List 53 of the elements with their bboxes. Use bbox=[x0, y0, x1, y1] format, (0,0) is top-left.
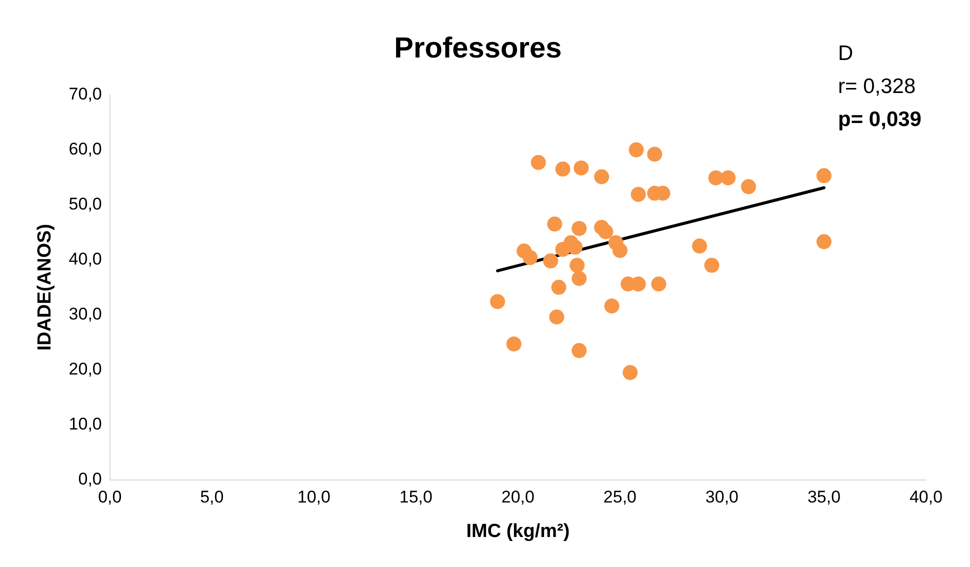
point bbox=[506, 336, 522, 352]
point bbox=[490, 294, 506, 310]
x-tick-label: 30,0 bbox=[705, 488, 739, 507]
point bbox=[816, 168, 832, 184]
y-tick-label: 50,0 bbox=[68, 194, 102, 214]
chart-title: Professores bbox=[394, 32, 562, 64]
x-tick-label: 35,0 bbox=[807, 488, 841, 507]
point bbox=[543, 253, 558, 268]
point bbox=[594, 169, 610, 184]
point bbox=[720, 170, 736, 186]
point bbox=[630, 186, 646, 202]
x-tick-label: 0,0 bbox=[98, 488, 122, 507]
point bbox=[816, 234, 832, 250]
point bbox=[647, 146, 662, 162]
point bbox=[740, 179, 756, 194]
point bbox=[568, 240, 583, 255]
point bbox=[522, 250, 538, 266]
point bbox=[572, 271, 587, 286]
point bbox=[612, 242, 628, 258]
x-tick-label: 15,0 bbox=[399, 488, 432, 507]
point bbox=[570, 258, 585, 273]
text: D bbox=[838, 42, 854, 65]
y-tick-label: 40,0 bbox=[68, 249, 102, 268]
x-tick-label: 10,0 bbox=[297, 488, 330, 507]
y-axis-title: IDADE(ANOS) bbox=[34, 224, 56, 351]
annotation: r= 0,328 bbox=[838, 75, 916, 98]
point bbox=[530, 154, 546, 170]
point bbox=[622, 365, 638, 380]
x-tick-label: 5,0 bbox=[200, 488, 224, 507]
x-axis-title: IMC (kg/m²) bbox=[466, 520, 570, 542]
point bbox=[704, 258, 720, 273]
x-tick-label: 20,0 bbox=[501, 488, 534, 507]
x-tick-label: 25,0 bbox=[603, 488, 637, 507]
point bbox=[628, 142, 644, 158]
annotation: p= 0,039 bbox=[838, 108, 922, 131]
point bbox=[551, 280, 566, 295]
point bbox=[574, 160, 589, 176]
point bbox=[604, 298, 620, 314]
point bbox=[555, 162, 570, 177]
y-tick-label: 10,0 bbox=[68, 414, 102, 434]
x-tick-label: 40,0 bbox=[909, 488, 943, 507]
point bbox=[598, 224, 614, 240]
point bbox=[692, 238, 708, 254]
point bbox=[547, 216, 562, 232]
y-tick-label: 70,0 bbox=[68, 84, 102, 104]
point bbox=[651, 276, 666, 292]
y-tick-label: 0,0 bbox=[78, 469, 102, 488]
point bbox=[572, 343, 587, 358]
y-tick-label: 60,0 bbox=[68, 139, 102, 158]
point bbox=[549, 310, 564, 324]
point bbox=[572, 220, 587, 236]
y-tick-label: 20,0 bbox=[68, 359, 102, 378]
y-tick-label: 30,0 bbox=[68, 304, 102, 324]
